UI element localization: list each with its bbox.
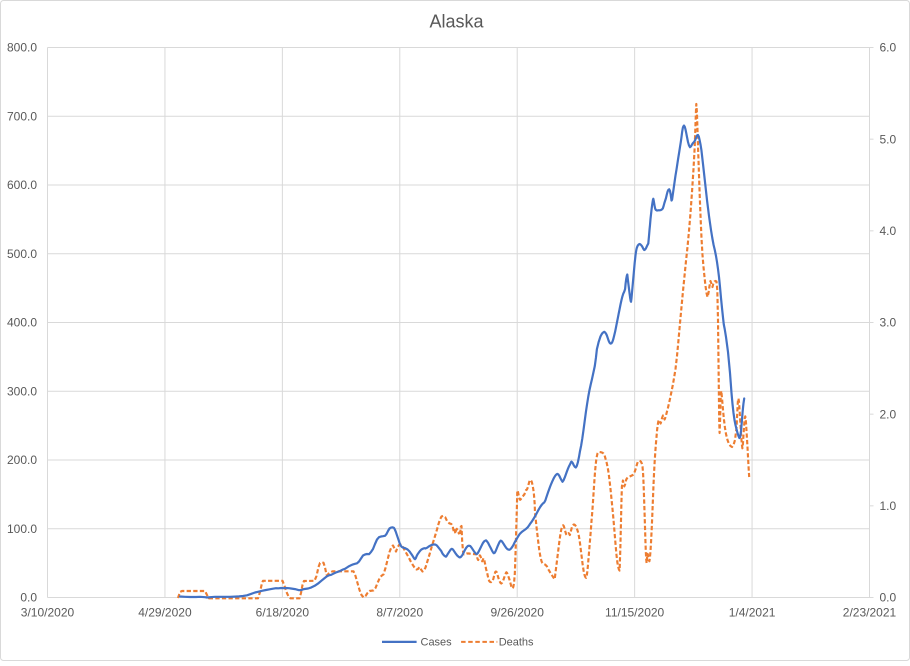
svg-text:700.0: 700.0	[7, 109, 37, 123]
svg-text:500.0: 500.0	[7, 247, 37, 261]
svg-text:0.0: 0.0	[880, 591, 897, 605]
svg-text:100.0: 100.0	[7, 522, 37, 536]
svg-text:6/18/2020: 6/18/2020	[256, 606, 310, 620]
svg-text:3.0: 3.0	[880, 316, 897, 330]
svg-text:8/7/2020: 8/7/2020	[376, 606, 423, 620]
svg-text:400.0: 400.0	[7, 316, 37, 330]
svg-text:1.0: 1.0	[880, 499, 897, 513]
svg-text:2/23/2021: 2/23/2021	[843, 606, 897, 620]
svg-text:Cases: Cases	[421, 637, 453, 649]
svg-text:Alaska: Alaska	[429, 12, 484, 32]
svg-text:4/29/2020: 4/29/2020	[138, 606, 192, 620]
svg-text:800.0: 800.0	[7, 41, 37, 55]
svg-text:Deaths: Deaths	[499, 637, 534, 649]
svg-text:300.0: 300.0	[7, 384, 37, 398]
svg-text:1/4/2021: 1/4/2021	[729, 606, 776, 620]
svg-text:11/15/2020: 11/15/2020	[605, 606, 664, 620]
svg-text:9/26/2020: 9/26/2020	[491, 606, 545, 620]
svg-text:5.0: 5.0	[880, 132, 897, 146]
svg-text:0.0: 0.0	[20, 591, 37, 605]
svg-text:200.0: 200.0	[7, 453, 37, 467]
svg-text:3/10/2020: 3/10/2020	[21, 606, 75, 620]
svg-text:2.0: 2.0	[880, 407, 897, 421]
svg-text:4.0: 4.0	[880, 224, 897, 238]
svg-text:600.0: 600.0	[7, 178, 37, 192]
svg-text:6.0: 6.0	[880, 41, 897, 55]
